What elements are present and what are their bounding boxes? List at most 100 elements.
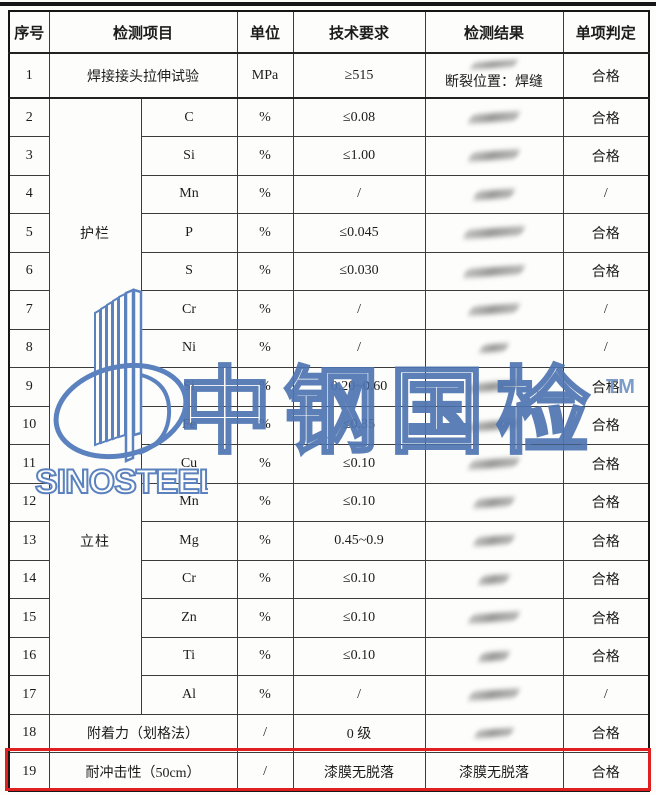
- result-content: [428, 226, 561, 240]
- element-cell: Si: [140, 136, 238, 176]
- result-cell: [424, 213, 564, 253]
- redacted-result-blur: [467, 611, 521, 625]
- redacted-result-blur: [467, 111, 521, 124]
- result-cell: [424, 174, 564, 214]
- verdict-cell: 合格: [562, 482, 650, 522]
- row-seq-cell: 6: [8, 251, 50, 291]
- verdict-cell: /: [562, 290, 650, 330]
- unit-cell: %: [236, 328, 294, 368]
- verdict-cell: 合格: [562, 213, 650, 253]
- result-cell: [424, 136, 564, 176]
- element-cell: Ti: [140, 636, 238, 676]
- row-seq-cell: 11: [8, 444, 50, 484]
- verdict-cell: 合格: [562, 405, 650, 445]
- verdict-cell: 合格: [562, 521, 650, 561]
- table-row: 9 立柱 Si% 0.20~0.60 合格: [8, 367, 650, 715]
- result-content: [428, 149, 561, 163]
- result-content: [428, 380, 561, 394]
- row-seq-cell: 15: [8, 598, 50, 638]
- requirement-cell: /: [292, 174, 426, 214]
- table-row: 1 焊接接头拉伸试验 MPa ≥515 断裂位置：焊缝 合格: [8, 52, 650, 99]
- result-content: 断裂位置：焊缝: [428, 58, 561, 91]
- element-cell: S: [140, 251, 238, 291]
- column-header-item: 检测项目: [48, 10, 238, 54]
- inspection-table: 序号 检测项目 单位 技术要求 检测结果 单项判定 1 焊接接头拉伸试验 MPa ≥5…: [8, 10, 651, 792]
- result-text: 断裂位置：焊缝: [445, 74, 544, 90]
- element-cell: C: [140, 97, 238, 137]
- redacted-result-blur: [477, 650, 511, 662]
- redacted-result-blur: [467, 380, 521, 394]
- redacted-result-blur: [469, 58, 519, 70]
- result-cell: [424, 521, 564, 561]
- requirement-cell: ≤0.10: [292, 559, 426, 599]
- result-content: [428, 727, 561, 739]
- verdict-cell: 合格: [562, 636, 650, 676]
- row-seq-cell: 10: [8, 405, 50, 445]
- requirement-cell: 漆膜无脱落: [292, 752, 426, 792]
- element-cell: Mg: [140, 521, 238, 561]
- redacted-result-blur: [467, 149, 521, 163]
- unit-cell: %: [236, 444, 294, 484]
- result-content: [428, 303, 561, 317]
- result-content: [428, 343, 561, 354]
- result-content: [428, 650, 561, 662]
- verdict-cell: 合格: [562, 367, 650, 407]
- unit-cell: %: [236, 405, 294, 445]
- verdict-cell: 合格: [562, 97, 650, 137]
- element-cell: Si: [140, 367, 238, 407]
- row-seq-cell: 4: [8, 174, 50, 214]
- item-cell: 附着力（划格法）: [48, 713, 238, 753]
- unit-cell: %: [236, 97, 294, 137]
- result-content: [428, 188, 561, 201]
- result-content: [428, 264, 561, 278]
- unit-cell: %: [236, 482, 294, 522]
- verdict-cell: 合格: [562, 52, 650, 99]
- unit-cell: /: [236, 713, 294, 753]
- requirement-cell: ≤0.10: [292, 636, 426, 676]
- verdict-cell: /: [562, 174, 650, 214]
- redacted-result-blur: [473, 727, 515, 739]
- result-content: [428, 457, 561, 471]
- table-row: 3 Si% ≤1.00 合格: [8, 136, 650, 176]
- table-row: 16 Ti% ≤0.10 合格: [8, 636, 650, 676]
- table-row: 17 Al% / /: [8, 675, 650, 715]
- result-cell: [424, 636, 564, 676]
- redacted-result-blur: [472, 534, 516, 547]
- requirement-cell: 0.45~0.9: [292, 521, 426, 561]
- item-cell: 耐冲击性（50cm）: [48, 752, 238, 792]
- row-seq-cell: 13: [8, 521, 50, 561]
- unit-cell: %: [236, 598, 294, 638]
- verdict-cell: /: [562, 328, 650, 368]
- verdict-cell: 合格: [562, 136, 650, 176]
- unit-cell: /: [236, 752, 294, 792]
- unit-cell: %: [236, 136, 294, 176]
- table-row: 12 Mn% ≤0.10 合格: [8, 482, 650, 522]
- row-seq-cell: 17: [8, 675, 50, 715]
- verdict-cell: /: [562, 675, 650, 715]
- result-content: [428, 688, 561, 702]
- column-header-seq: 序号: [8, 10, 50, 54]
- element-cell: P: [140, 213, 238, 253]
- element-cell: Cr: [140, 559, 238, 599]
- row-seq-cell: 3: [8, 136, 50, 176]
- requirement-cell: /: [292, 675, 426, 715]
- group-label-cell: 护栏: [48, 97, 142, 368]
- result-content: [428, 573, 561, 585]
- element-cell: Al: [140, 675, 238, 715]
- row-seq-cell: 14: [8, 559, 50, 599]
- column-header-result: 检测结果: [424, 10, 564, 54]
- requirement-cell: ≤0.10: [292, 482, 426, 522]
- result-cell: [424, 367, 564, 407]
- requirement-cell: 0.20~0.60: [292, 367, 426, 407]
- requirement-cell: ≤0.030: [292, 251, 426, 291]
- redacted-result-blur: [462, 226, 526, 240]
- row-seq-cell: 7: [8, 290, 50, 330]
- verdict-cell: 合格: [562, 251, 650, 291]
- result-cell: [424, 328, 564, 368]
- unit-cell: %: [236, 367, 294, 407]
- result-text: 漆膜无脱落: [459, 765, 530, 781]
- requirement-cell: ≤0.08: [292, 97, 426, 137]
- redacted-result-blur: [472, 188, 516, 201]
- verdict-cell: 合格: [562, 444, 650, 484]
- result-cell: [424, 405, 564, 445]
